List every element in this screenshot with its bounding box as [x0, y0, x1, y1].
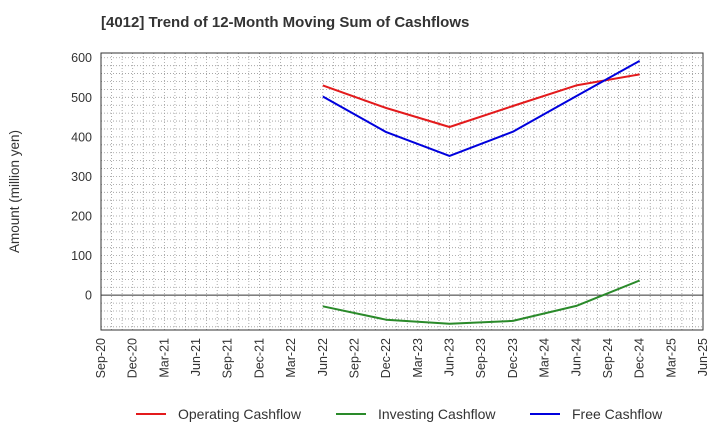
x-tick-label: Dec-20	[126, 338, 140, 378]
legend-label: Free Cashflow	[572, 406, 663, 422]
x-tick-label: Jun-23	[443, 338, 457, 376]
y-tick-labels: 0 100 200 300 400 500 600	[71, 51, 92, 302]
x-tick-label: Dec-22	[379, 338, 393, 378]
x-tick-label: Sep-22	[347, 338, 361, 378]
series-line-investing-cashflow	[322, 279, 640, 325]
y-tick-label: 100	[71, 249, 92, 263]
x-tick-labels: Sep-20 Dec-20 Mar-21 Jun-21 Sep-21 Dec-21 Mar-…	[94, 338, 710, 378]
x-tick-label: Jun-22	[316, 338, 330, 376]
legend: Operating Cashflow Investing Cashflow Free…	[136, 406, 663, 422]
y-tick-label: 500	[71, 91, 92, 105]
x-tick-label: Dec-24	[633, 338, 647, 378]
x-tick-label: Sep-21	[221, 338, 235, 378]
y-tick-label: 400	[71, 130, 92, 144]
chart-title: [4012] Trend of 12-Month Moving Sum of C…	[101, 14, 470, 31]
legend-label: Investing Cashflow	[378, 406, 496, 422]
y-tick-label: 0	[85, 289, 92, 303]
series-line-free-cashflow	[322, 60, 641, 157]
y-tick-label: 200	[71, 210, 92, 224]
x-tick-label: Sep-24	[601, 338, 615, 378]
x-tick-label: Dec-21	[252, 338, 266, 378]
y-tick-label: 300	[71, 170, 92, 184]
x-tick-label: Mar-24	[538, 338, 552, 378]
x-tick-label: Jun-25	[696, 338, 710, 376]
x-tick-label: Dec-23	[506, 338, 520, 378]
x-tick-label: Jun-24	[569, 338, 583, 376]
series-layer	[322, 60, 641, 325]
x-tick-label: Jun-21	[189, 338, 203, 376]
x-tick-label: Mar-25	[664, 338, 678, 378]
x-tick-label: Mar-22	[284, 338, 298, 378]
x-tick-label: Sep-23	[474, 338, 488, 378]
grid-layer	[101, 53, 703, 330]
x-tick-label: Sep-20	[94, 338, 108, 378]
legend-label: Operating Cashflow	[178, 406, 302, 422]
x-tick-label: Mar-23	[411, 338, 425, 378]
plot-frame	[100, 52, 704, 331]
y-axis-title: Amount (million yen)	[7, 130, 22, 253]
y-tick-label: 600	[71, 51, 92, 65]
x-tick-label: Mar-21	[157, 338, 171, 378]
series-line-operating-cashflow	[322, 73, 640, 128]
